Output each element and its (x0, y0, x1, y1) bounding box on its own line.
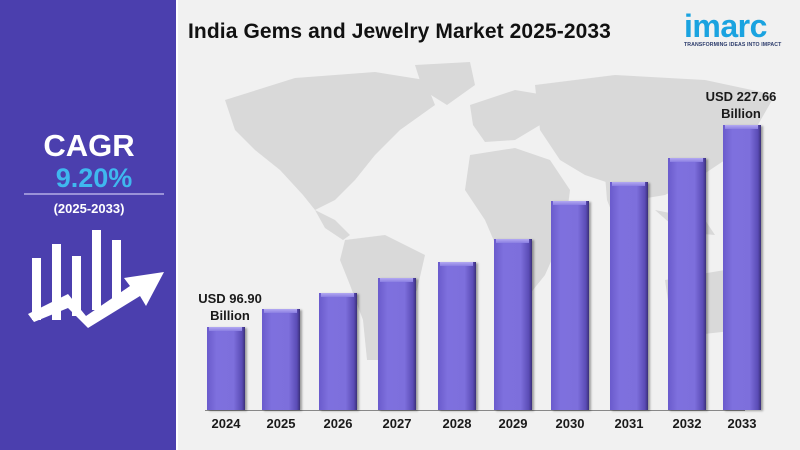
cagr-value: 9.20% (55, 163, 133, 193)
start-value-line1: USD 96.90 (198, 291, 262, 306)
bar-2024 (207, 327, 245, 410)
x-tick-label: 2028 (442, 416, 472, 431)
bar-2027 (378, 278, 416, 410)
start-value-line2: Billion (210, 308, 250, 323)
imarc-logo: imarc TRANSFORMING IDEAS INTO IMPACT (684, 6, 794, 50)
start-value-annotation: USD 96.90 Billion (194, 290, 266, 324)
x-tick-label: 2031 (614, 416, 644, 431)
cagr-panel: CAGR 9.20% (2025-2033) (0, 0, 178, 450)
bar-chart: 2024 2025 2026 2027 2028 2029 2030 2031 … (180, 0, 800, 450)
x-tick-label: 2025 (266, 416, 296, 431)
x-tick-label: 2030 (555, 416, 585, 431)
x-tick-label: 2032 (672, 416, 702, 431)
bar-2026 (319, 293, 357, 410)
bar-2030 (551, 201, 589, 410)
x-tick-label: 2033 (727, 416, 757, 431)
end-value-annotation: USD 227.66 Billion (696, 88, 786, 122)
bar-2031 (610, 182, 648, 410)
growth-chart-arrow-icon (28, 230, 164, 328)
bar-2029 (494, 239, 532, 410)
cagr-label: CAGR (43, 128, 135, 163)
divider (24, 193, 164, 195)
bar-2032 (668, 158, 706, 410)
x-axis-line (205, 410, 745, 411)
x-tick-label: 2029 (498, 416, 528, 431)
end-value-line1: USD 227.66 (705, 89, 777, 104)
chart-title: India Gems and Jewelry Market 2025-2033 (188, 20, 611, 43)
bar-2028 (438, 262, 476, 410)
bar-2033 (723, 125, 761, 410)
x-tick-label: 2024 (211, 416, 241, 431)
logo-wordmark: imarc (684, 8, 767, 44)
logo-tagline: TRANSFORMING IDEAS INTO IMPACT (684, 42, 782, 48)
bar-2025 (262, 309, 300, 410)
x-tick-label: 2027 (382, 416, 412, 431)
cagr-period: (2025-2033) (53, 201, 125, 216)
x-tick-label: 2026 (323, 416, 353, 431)
end-value-line2: Billion (721, 106, 761, 121)
